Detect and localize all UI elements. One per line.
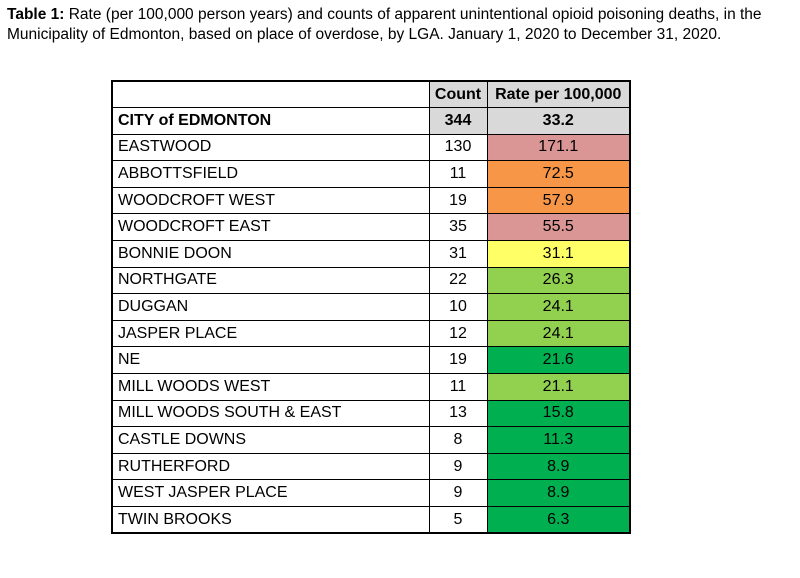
count-cell: 8: [428, 426, 488, 454]
lga-name-cell: RUTHERFORD: [111, 452, 430, 481]
table-row: MILL WOODS WEST 11 21.1: [111, 373, 631, 401]
count-cell: 130: [428, 133, 488, 162]
rate-cell: 171.1: [486, 133, 631, 162]
count-cell: 12: [428, 319, 488, 348]
data-table: Count Rate per 100,000 CITY of EDMONTON …: [111, 80, 631, 535]
table-row: DUGGAN 10 24.1: [111, 293, 631, 321]
table-row: BONNIE DOON 31 31.1: [111, 240, 631, 268]
rate-cell: 15.8: [486, 399, 631, 428]
rate-cell: 8.9: [486, 452, 631, 481]
count-cell: 11: [428, 160, 488, 188]
header-name-cell: [111, 80, 430, 109]
count-cell: 22: [428, 266, 488, 295]
table-row: WOODCROFT EAST 35 55.5: [111, 213, 631, 242]
opioid-deaths-table: Count Rate per 100,000 CITY of EDMONTON …: [111, 80, 631, 535]
table-row: TWIN BROOKS 5 6.3: [111, 506, 631, 534]
table-row: JASPER PLACE 12 24.1: [111, 319, 631, 348]
total-count-cell: 344: [428, 107, 488, 135]
rate-cell: 26.3: [486, 266, 631, 295]
lga-name-cell: BONNIE DOON: [111, 240, 430, 268]
count-cell: 35: [428, 213, 488, 242]
count-cell: 13: [428, 399, 488, 428]
table-row: RUTHERFORD 9 8.9: [111, 452, 631, 481]
lga-name-cell: ABBOTTSFIELD: [111, 160, 430, 188]
count-cell: 5: [428, 506, 488, 534]
lga-name-cell: TWIN BROOKS: [111, 506, 430, 534]
rate-cell: 24.1: [486, 319, 631, 348]
rate-cell: 8.9: [486, 479, 631, 507]
table-caption: Table 1: Rate (per 100,000 person years)…: [7, 5, 793, 45]
count-cell: 19: [428, 186, 488, 215]
lga-name-cell: JASPER PLACE: [111, 319, 430, 348]
table-row: MILL WOODS SOUTH & EAST 13 15.8: [111, 399, 631, 428]
total-rate-cell: 33.2: [486, 107, 631, 135]
table-row: CASTLE DOWNS 8 11.3: [111, 426, 631, 454]
count-cell: 19: [428, 346, 488, 375]
table-row: NE 19 21.6: [111, 346, 631, 375]
lga-name-cell: EASTWOOD: [111, 133, 430, 162]
count-cell: 9: [428, 452, 488, 481]
table-header-row: Count Rate per 100,000: [111, 80, 631, 109]
table-row: ABBOTTSFIELD 11 72.5: [111, 160, 631, 188]
count-cell: 31: [428, 240, 488, 268]
rate-cell: 6.3: [486, 506, 631, 534]
rate-cell: 55.5: [486, 213, 631, 242]
rate-cell: 31.1: [486, 240, 631, 268]
rate-cell: 24.1: [486, 293, 631, 321]
rate-cell: 72.5: [486, 160, 631, 188]
rate-cell: 21.1: [486, 373, 631, 401]
lga-name-cell: CASTLE DOWNS: [111, 426, 430, 454]
caption-text: Rate (per 100,000 person years) and coun…: [7, 6, 762, 43]
count-cell: 11: [428, 373, 488, 401]
table-row: WOODCROFT WEST 19 57.9: [111, 186, 631, 215]
lga-name-cell: WEST JASPER PLACE: [111, 479, 430, 507]
lga-name-cell: NORTHGATE: [111, 266, 430, 295]
lga-name-cell: MILL WOODS WEST: [111, 373, 430, 401]
table-row: WEST JASPER PLACE 9 8.9: [111, 479, 631, 507]
lga-name-cell: WOODCROFT EAST: [111, 213, 430, 242]
count-cell: 9: [428, 479, 488, 507]
lga-name-cell: NE: [111, 346, 430, 375]
total-name-cell: CITY of EDMONTON: [111, 107, 430, 135]
table-row: NORTHGATE 22 26.3: [111, 266, 631, 295]
count-cell: 10: [428, 293, 488, 321]
lga-name-cell: WOODCROFT WEST: [111, 186, 430, 215]
rate-cell: 11.3: [486, 426, 631, 454]
caption-label: Table 1:: [7, 6, 65, 23]
rate-cell: 57.9: [486, 186, 631, 215]
lga-name-cell: MILL WOODS SOUTH & EAST: [111, 399, 430, 428]
lga-name-cell: DUGGAN: [111, 293, 430, 321]
header-rate-cell: Rate per 100,000: [486, 80, 631, 109]
rate-cell: 21.6: [486, 346, 631, 375]
table-row: EASTWOOD 130 171.1: [111, 133, 631, 162]
header-count-cell: Count: [428, 80, 488, 109]
total-row: CITY of EDMONTON 344 33.2: [111, 107, 631, 135]
